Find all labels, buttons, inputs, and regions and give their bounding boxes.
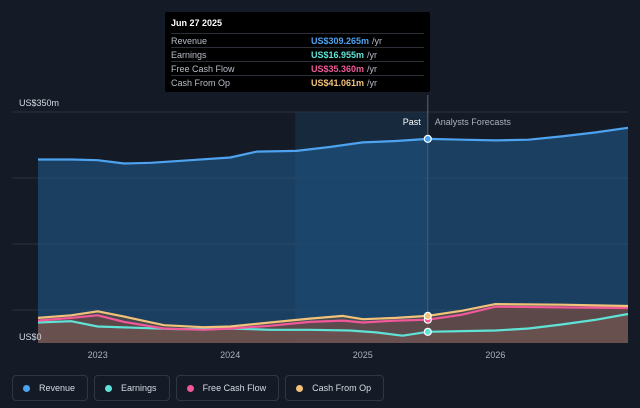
revenue-dot-icon [23,384,30,392]
y-axis-top-label: US$350m [19,98,59,108]
legend-item-revenue[interactable]: Revenue [12,375,89,401]
tooltip-date: Jun 27 2025 [171,18,223,28]
x-tick-label: 2025 [353,350,373,360]
x-tick-label: 2023 [88,350,108,360]
tooltip-unit: /yr [367,49,378,60]
marker-earnings [423,327,432,336]
area-cash-from-op [38,304,628,343]
tooltip-row-cash-from-op: Cash From Op US$41.061m /yr [171,75,424,89]
legend-label: Earnings [121,383,157,393]
area-revenue [38,127,628,343]
cash-from-op-dot-icon [296,384,304,392]
legend-item-free-cash-flow[interactable]: Free Cash Flow [175,375,280,401]
area-earnings [38,314,628,343]
earnings-dot-icon [105,384,113,392]
tooltip-row-earnings: Earnings US$16.955m /yr [171,47,424,61]
marker-revenue [423,134,432,143]
tooltip-value: US$309.265m [311,35,370,46]
data-tooltip: Jun 27 2025 Revenue US$309.265m /yr Earn… [165,12,430,92]
legend-item-earnings[interactable]: Earnings [94,375,170,401]
chart-legend: Revenue Earnings Free Cash Flow Cash Fro… [12,375,385,401]
x-tick-label: 2024 [220,350,240,360]
tooltip-value: US$41.061m [311,77,365,88]
marker-cash-from-op [423,311,432,320]
past-label: Past [403,117,422,127]
x-tick-label: 2026 [485,350,505,360]
tooltip-label: Earnings [171,49,207,60]
free-cash-flow-dot-icon [186,384,194,392]
tooltip-row-free-cash-flow: Free Cash Flow US$35.360m /yr [171,61,424,75]
tooltip-label: Revenue [171,35,208,46]
financial-chart: US$350m US$0 2023 2024 2025 2026 Past Analysts … [12,95,629,360]
tooltip-label: Cash From Op [171,77,231,88]
tooltip-unit: /yr [367,63,378,74]
y-axis-bottom-label: US$0 [19,332,42,342]
series-line-revenue [38,126,629,165]
legend-label: Revenue [39,383,76,393]
legend-item-cash-from-op[interactable]: Cash From Op [285,375,385,401]
tooltip-row-revenue: Revenue US$309.265m /yr [171,33,424,47]
forecast-label: Analysts Forecasts [435,117,512,127]
series-line-free-cash-flow [37,305,629,331]
series-line-earnings [37,312,629,337]
tooltip-unit: /yr [367,77,378,88]
legend-label: Free Cash Flow [202,383,267,393]
legend-label: Cash From Op [312,383,372,393]
tooltip-label: Free Cash Flow [171,63,235,74]
series-line-cash-from-op [37,303,629,329]
tooltip-value: US$35.360m [311,63,365,74]
area-free-cash-flow [38,306,628,343]
tooltip-value: US$16.955m [311,49,365,60]
tooltip-unit: /yr [372,35,383,46]
